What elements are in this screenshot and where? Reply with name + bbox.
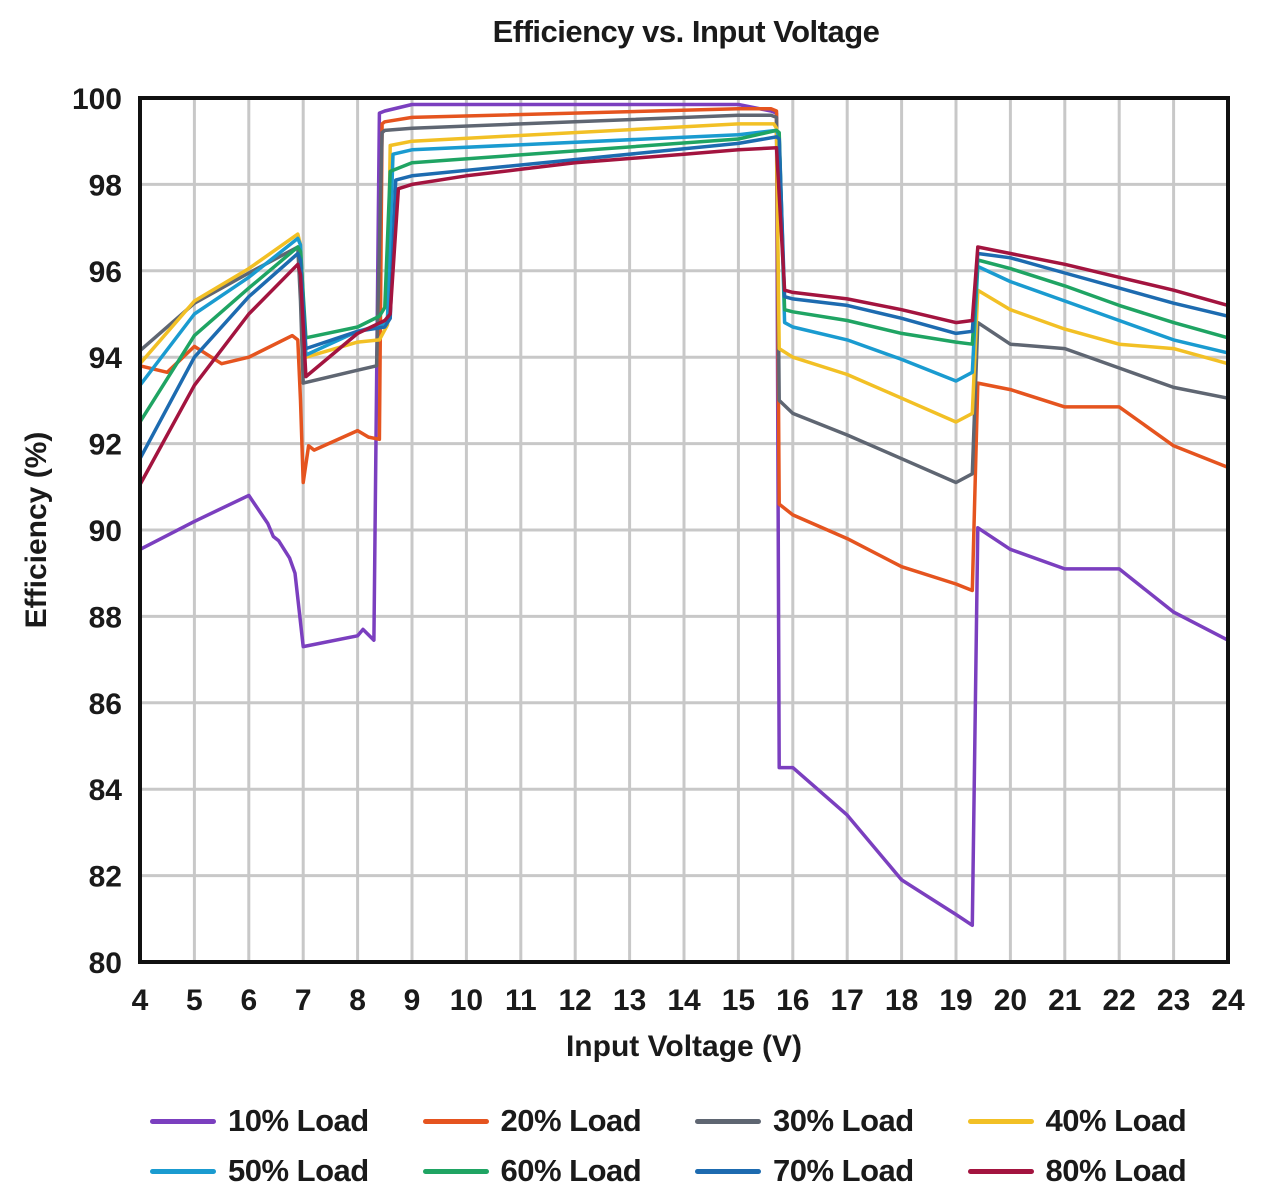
x-tick-label: 18	[885, 984, 918, 1017]
y-tick-label: 86	[89, 688, 122, 721]
x-tick-label: 6	[240, 984, 257, 1017]
y-tick-label: 92	[89, 429, 122, 462]
legend-swatch	[422, 1168, 489, 1174]
y-tick-label: 94	[89, 342, 123, 375]
series-lines	[138, 102, 1229, 928]
x-tick-label: 16	[776, 984, 809, 1017]
x-tick-label: 17	[831, 984, 864, 1017]
x-tick-label: 5	[186, 984, 203, 1017]
legend-item: 60% Load	[422, 1150, 696, 1192]
legend-item: 30% Load	[695, 1100, 968, 1142]
x-tick-label: 7	[295, 984, 312, 1017]
x-tick-label: 10	[450, 984, 483, 1017]
legend-swatch	[967, 1168, 1034, 1174]
y-tick-label: 90	[89, 515, 122, 548]
y-axis-title: Efficiency (%)	[20, 432, 53, 629]
legend-label: 60% Load	[500, 1153, 642, 1188]
legend-item: 20% Load	[422, 1100, 696, 1142]
legend-label: 70% Load	[773, 1153, 914, 1188]
y-tick-label: 96	[89, 256, 122, 289]
legend-item: 10% Load	[150, 1100, 423, 1142]
legend-label: 10% Load	[228, 1103, 369, 1138]
series-line-10-load	[139, 102, 1229, 928]
x-tick-label: 21	[1048, 984, 1081, 1017]
x-tick-label: 13	[613, 984, 646, 1017]
legend-item: 50% Load	[150, 1150, 423, 1192]
chart-title: Efficiency vs. Input Voltage	[492, 14, 880, 49]
grid-lines	[138, 96, 1230, 964]
x-tick-label: 20	[994, 984, 1027, 1017]
legend-item: 70% Load	[695, 1150, 968, 1192]
legend-swatch	[695, 1168, 761, 1174]
legend: 10% Load 20% Load 30% Load 40% Load 50% Load…	[150, 1100, 1240, 1192]
legend-swatch	[967, 1118, 1034, 1124]
legend-label: 40% Load	[1045, 1103, 1187, 1138]
x-tick-label: 14	[667, 984, 701, 1017]
x-tick-labels: 4 5 6 7 8 9 10 11 12 13 14 15 16 17 18 19 20 21 22 23 24	[132, 984, 1245, 1017]
series-line-20-load	[139, 107, 1229, 593]
x-tick-label: 19	[939, 984, 972, 1017]
legend-label: 30% Load	[773, 1103, 914, 1138]
legend-swatch	[150, 1118, 216, 1124]
y-tick-label: 84	[89, 774, 123, 807]
legend-item: 40% Load	[967, 1100, 1241, 1142]
legend-swatch	[695, 1118, 761, 1124]
legend-swatch	[150, 1168, 216, 1174]
y-tick-label: 98	[89, 169, 122, 202]
x-tick-label: 12	[559, 984, 592, 1017]
y-tick-label: 88	[89, 601, 122, 634]
x-tick-label: 4	[132, 984, 149, 1017]
x-tick-label: 23	[1157, 984, 1190, 1017]
x-tick-label: 15	[722, 984, 755, 1017]
x-tick-label: 24	[1211, 984, 1245, 1017]
legend-swatch	[422, 1118, 489, 1124]
legend-label: 80% Load	[1045, 1153, 1187, 1188]
x-tick-label: 22	[1103, 984, 1136, 1017]
y-tick-label: 80	[89, 947, 122, 980]
x-tick-label: 8	[349, 984, 366, 1017]
x-tick-label: 9	[404, 984, 421, 1017]
efficiency-chart: 4 5 6 7 8 9 10 11 12 13 14 15 16 17 18 19 20 21 22 23 24 808…	[20, 83, 1245, 1063]
y-tick-labels: 80 82 84 86 88 90 92 94 96 98 100	[72, 83, 122, 980]
plot-frame	[138, 96, 1230, 964]
x-tick-label: 11	[505, 984, 537, 1017]
legend-item: 80% Load	[967, 1150, 1241, 1192]
y-tick-label: 82	[89, 861, 122, 894]
legend-label: 50% Load	[228, 1153, 369, 1188]
y-tick-label: 100	[72, 83, 122, 116]
series-line-80-load	[138, 145, 1229, 486]
legend-label: 20% Load	[500, 1103, 642, 1138]
x-axis-title: Input Voltage (V)	[566, 1030, 802, 1063]
